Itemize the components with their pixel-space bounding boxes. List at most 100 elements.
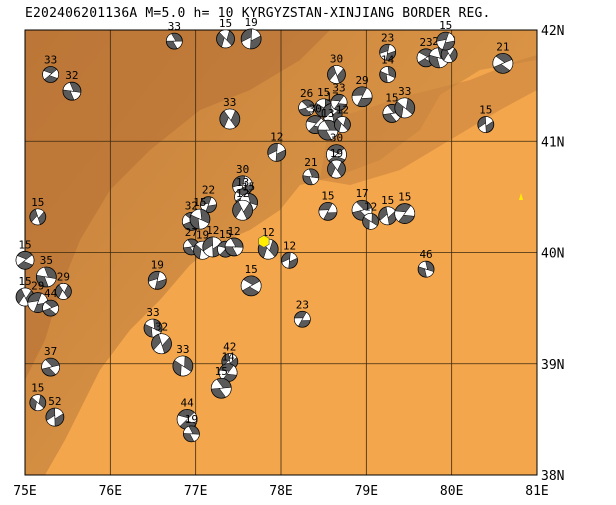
- depth-label: 15: [439, 19, 452, 32]
- depth-label: 44: [181, 396, 195, 409]
- focal-mechanism-beachball: [293, 310, 311, 328]
- depth-label: 46: [419, 248, 432, 261]
- focal-mechanism-beachball: [240, 28, 262, 50]
- focal-mechanism-beachball: [151, 333, 172, 355]
- focal-mechanism-beachball: [378, 206, 398, 226]
- focal-mechanism-beachball: [27, 292, 49, 313]
- depth-label: 23: [381, 31, 394, 44]
- depth-label: 15: [215, 365, 228, 378]
- longitude-tick-label: 80E: [440, 484, 463, 499]
- depth-label: 27: [185, 226, 198, 239]
- depth-label: 15: [317, 86, 330, 99]
- focal-mechanism-beachball: [62, 81, 82, 101]
- depth-label: 15: [31, 382, 44, 395]
- depth-label: 12: [283, 239, 296, 252]
- focal-mechanism-beachball: [15, 250, 35, 270]
- depth-label: 32: [185, 199, 198, 212]
- depth-label: 19: [196, 228, 209, 241]
- focal-mechanism-beachball: [219, 108, 241, 130]
- focal-mechanism-beachball: [267, 142, 287, 162]
- depth-label: 30: [309, 103, 322, 116]
- focal-mechanism-beachball: [302, 168, 320, 186]
- depth-label: 15: [321, 189, 334, 202]
- latitude-tick-label: 38N: [541, 469, 564, 484]
- depth-label: 21: [304, 156, 317, 169]
- focal-mechanism-beachball: [232, 199, 254, 221]
- map-title: E202406201136A M=5.0 h= 10 KYRGYZSTAN-XI…: [25, 6, 491, 21]
- depth-label: 17: [355, 187, 368, 200]
- focal-mechanism-beachball: [436, 31, 456, 51]
- depth-label: 12: [227, 225, 240, 238]
- depth-label: 30: [236, 163, 249, 176]
- focal-mechanism-beachball: [326, 144, 347, 166]
- depth-label: 32: [155, 321, 168, 334]
- depth-label: 30: [330, 132, 343, 145]
- focal-mechanism-beachball: [210, 377, 232, 399]
- depth-label: 33: [398, 85, 411, 98]
- focal-mechanism-beachball: [318, 201, 338, 221]
- depth-label: 15: [242, 180, 255, 193]
- depth-label: 14: [221, 351, 235, 364]
- focal-mechanism-beachball: [492, 52, 514, 74]
- depth-label: 32: [65, 69, 78, 82]
- mountain-relief-ridge: [320, 55, 537, 185]
- depth-label: 15: [219, 228, 232, 241]
- depth-label: 33: [168, 20, 181, 33]
- latitude-tick-label: 40N: [541, 247, 564, 262]
- depth-label: 12: [364, 200, 377, 213]
- focal-mechanism-beachball: [165, 32, 183, 50]
- depth-label: 15: [18, 275, 31, 288]
- depth-label: 33: [223, 96, 236, 109]
- latitude-tick-label: 42N: [541, 24, 564, 39]
- depth-label: 13: [236, 176, 249, 189]
- focal-mechanism-beachball: [42, 299, 59, 317]
- small-yellow-marker: [519, 193, 523, 200]
- focal-mechanism-beachball: [351, 86, 373, 108]
- longitude-tick-label: 76E: [99, 484, 122, 499]
- focal-mechanism-beachball: [55, 283, 72, 300]
- depth-label: 19: [185, 413, 198, 426]
- depth-label: 44: [44, 287, 58, 300]
- longitude-tick-label: 77E: [184, 484, 207, 499]
- depth-label: 19: [151, 258, 164, 271]
- focal-mechanism-beachball: [41, 357, 60, 377]
- depth-label: 19: [330, 147, 343, 160]
- depth-label: 29: [57, 270, 70, 283]
- focal-mechanism-beachball: [35, 266, 57, 288]
- focal-mechanism-beachball: [394, 97, 416, 119]
- focal-mechanisms: 3315193332332323263315211430292615173315…: [15, 16, 514, 443]
- depth-label: 13: [321, 107, 334, 120]
- focal-mechanism-beachball: [216, 29, 235, 49]
- focal-mechanism-beachball: [45, 407, 65, 427]
- focal-mechanism-beachball: [281, 251, 298, 269]
- latitude-labels: 42N 41N 40N 39N 38N: [541, 24, 564, 484]
- focal-mechanism-beachball: [143, 318, 163, 338]
- depth-label: 15: [31, 196, 44, 209]
- depth-label: 14: [381, 54, 395, 67]
- depth-label: 23: [296, 298, 309, 311]
- longitude-tick-label: 81E: [525, 484, 548, 499]
- focal-mechanism-beachball: [240, 275, 262, 297]
- focal-mechanism-beachball: [29, 394, 47, 412]
- depth-label: 12: [236, 187, 249, 200]
- longitude-labels: 75E 76E 77E 78E 79E 80E 81E: [13, 484, 548, 499]
- depth-label: 22: [202, 184, 215, 197]
- depth-label: 37: [44, 345, 57, 358]
- focal-mechanism-beachball: [29, 208, 47, 226]
- depth-label: 12: [270, 130, 283, 143]
- depth-label: 29: [31, 280, 44, 293]
- focal-mechanism-beachball: [330, 93, 348, 111]
- latitude-tick-label: 41N: [541, 135, 564, 150]
- event-epicenter-marker: [258, 235, 270, 248]
- latitude-tick-label: 39N: [541, 358, 564, 373]
- depth-label: 33: [44, 54, 57, 67]
- focal-mechanism-beachball: [147, 270, 167, 290]
- depth-label: 42: [223, 341, 236, 354]
- depth-label: 15: [381, 194, 394, 207]
- focal-mechanism-beachball: [362, 212, 380, 230]
- depth-label: 15: [479, 104, 492, 117]
- depth-label: 12: [336, 104, 349, 117]
- focal-mechanism-beachball: [172, 355, 194, 377]
- depth-label: 26: [300, 87, 313, 100]
